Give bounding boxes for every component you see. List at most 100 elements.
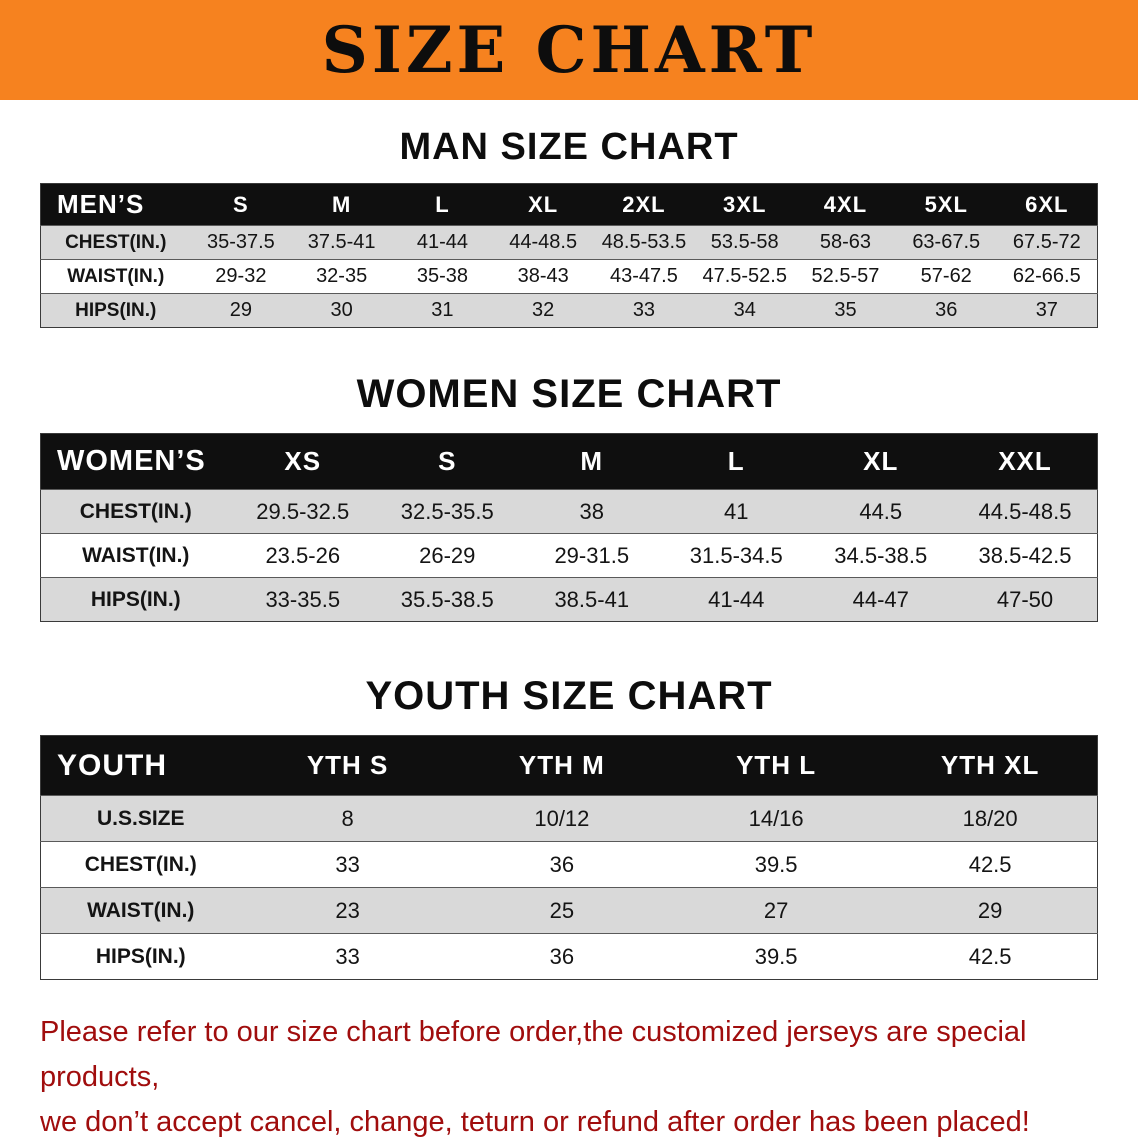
size-value-cell: 67.5-72: [996, 225, 1098, 260]
size-value-cell: 39.5: [669, 841, 884, 888]
size-value-cell: 35-37.5: [190, 225, 292, 260]
size-column-header: M: [291, 183, 393, 226]
size-value-cell: 35-38: [392, 259, 493, 294]
size-column-header: L: [392, 183, 493, 226]
size-value-cell: 37.5-41: [291, 225, 393, 260]
size-value-cell: 36: [454, 933, 669, 980]
men-size-table: MEN’S S M L XL 2XL 3XL 4XL 5XL 6XL CHEST(IN.) 35-37…: [40, 183, 1098, 328]
size-value-cell: 32: [492, 293, 594, 328]
women-size-section: WOMEN SIZE CHART WOMEN’S XS S M L XL XXL CHEST(…: [0, 372, 1138, 622]
size-column-header: XL: [492, 183, 594, 226]
size-value-cell: 27: [669, 887, 884, 934]
size-value-cell: 44.5: [808, 489, 953, 534]
table-row: U.S.SIZE 8 10/12 14/16 18/20: [40, 795, 1098, 842]
size-value-cell: 29: [190, 293, 292, 328]
size-value-cell: 43-47.5: [593, 259, 695, 294]
size-value-cell: 37: [996, 293, 1098, 328]
row-label: WAIST(IN.): [40, 533, 231, 578]
size-value-cell: 39.5: [669, 933, 884, 980]
size-value-cell: 35.5-38.5: [375, 577, 520, 622]
size-value-cell: 44.5-48.5: [953, 489, 1098, 534]
women-size-table: WOMEN’S XS S M L XL XXL CHEST(IN.) 29.5-32.5 32.5…: [40, 433, 1098, 622]
size-column-header: XXL: [953, 433, 1098, 490]
size-value-cell: 31: [392, 293, 493, 328]
size-chart-banner: SIZE CHART: [0, 0, 1138, 100]
size-value-cell: 34.5-38.5: [808, 533, 953, 578]
size-value-cell: 31.5-34.5: [664, 533, 809, 578]
size-column-header: L: [664, 433, 809, 490]
table-row: WAIST(IN.) 29-32 32-35 35-38 38-43 43-47.5 47.…: [40, 259, 1098, 294]
table-row: HIPS(IN.) 33 36 39.5 42.5: [40, 933, 1098, 980]
size-value-cell: 23: [240, 887, 455, 934]
size-column-header: YTH XL: [883, 735, 1098, 796]
size-value-cell: 38.5-41: [519, 577, 664, 622]
youth-chart-heading: YOUTH SIZE CHART: [365, 674, 773, 718]
size-value-cell: 48.5-53.5: [593, 225, 695, 260]
row-label: CHEST(IN.): [40, 225, 191, 260]
size-value-cell: 29: [883, 887, 1098, 934]
youth-size-section: YOUTH SIZE CHART YOUTH YTH S YTH M YTH L YTH…: [0, 674, 1138, 980]
size-value-cell: 33: [240, 841, 455, 888]
table-row: HIPS(IN.) 33-35.5 35.5-38.5 38.5-41 41-44 44-…: [40, 577, 1098, 622]
size-value-cell: 25: [454, 887, 669, 934]
size-column-header: S: [190, 183, 292, 226]
size-value-cell: 42.5: [883, 841, 1098, 888]
disclaimer-line-1: Please refer to our size chart before or…: [40, 1016, 1027, 1093]
size-value-cell: 35: [795, 293, 896, 328]
size-value-cell: 47-50: [953, 577, 1098, 622]
size-column-header: 3XL: [694, 183, 796, 226]
table-row: WAIST(IN.) 23.5-26 26-29 29-31.5 31.5-34.5 34…: [40, 533, 1098, 578]
men-size-section: MAN SIZE CHART MEN’S S M L XL 2XL 3XL 4XL 5XL 6XL…: [0, 126, 1138, 328]
table-title-cell: MEN’S: [40, 183, 191, 226]
size-value-cell: 30: [291, 293, 393, 328]
size-value-cell: 63-67.5: [895, 225, 997, 260]
size-column-header: XS: [230, 433, 375, 490]
size-value-cell: 32-35: [291, 259, 393, 294]
size-value-cell: 33-35.5: [230, 577, 375, 622]
size-value-cell: 42.5: [883, 933, 1098, 980]
table-title-cell: WOMEN’S: [40, 433, 231, 490]
size-value-cell: 14/16: [669, 795, 884, 842]
size-table: WOMEN’S XS S M L XL XXL CHEST(IN.) 29.5-32.5 32.5…: [40, 433, 1098, 622]
size-table: MEN’S S M L XL 2XL 3XL 4XL 5XL 6XL CHEST(IN.) 35-37…: [40, 183, 1098, 328]
table-header-row: YOUTH YTH S YTH M YTH L YTH XL: [40, 735, 1098, 796]
table-row: CHEST(IN.) 35-37.5 37.5-41 41-44 44-48.5 48.5…: [40, 225, 1098, 260]
size-column-header: YTH S: [240, 735, 455, 796]
size-value-cell: 52.5-57: [795, 259, 896, 294]
size-value-cell: 29.5-32.5: [230, 489, 375, 534]
size-value-cell: 53.5-58: [694, 225, 796, 260]
size-value-cell: 18/20: [883, 795, 1098, 842]
size-value-cell: 44-47: [808, 577, 953, 622]
table-header-row: MEN’S S M L XL 2XL 3XL 4XL 5XL 6XL: [40, 183, 1098, 226]
women-chart-heading: WOMEN SIZE CHART: [356, 372, 782, 416]
size-value-cell: 58-63: [795, 225, 896, 260]
disclaimer-note: Please refer to our size chart before or…: [40, 1010, 1098, 1145]
size-value-cell: 8: [240, 795, 455, 842]
size-value-cell: 38.5-42.5: [953, 533, 1098, 578]
row-label: HIPS(IN.): [40, 293, 191, 328]
row-label: WAIST(IN.): [40, 259, 191, 294]
size-value-cell: 41: [664, 489, 809, 534]
table-row: HIPS(IN.) 29 30 31 32 33 34 35 36 37: [40, 293, 1098, 328]
size-column-header: XL: [808, 433, 953, 490]
table-row: CHEST(IN.) 33 36 39.5 42.5: [40, 841, 1098, 888]
size-column-header: YTH M: [454, 735, 669, 796]
men-chart-heading: MAN SIZE CHART: [399, 126, 739, 168]
size-value-cell: 29-31.5: [519, 533, 664, 578]
row-label: HIPS(IN.): [40, 933, 241, 980]
size-value-cell: 10/12: [454, 795, 669, 842]
size-column-header: M: [519, 433, 664, 490]
size-value-cell: 38-43: [492, 259, 594, 294]
row-label: HIPS(IN.): [40, 577, 231, 622]
size-column-header: 4XL: [795, 183, 896, 226]
disclaimer-line-2: we don’t accept cancel, change, teturn o…: [40, 1105, 1030, 1138]
size-column-header: 5XL: [895, 183, 997, 226]
banner-title: SIZE CHART: [321, 12, 817, 88]
size-column-header: S: [375, 433, 520, 490]
size-value-cell: 32.5-35.5: [375, 489, 520, 534]
row-label: CHEST(IN.): [40, 489, 231, 534]
size-value-cell: 38: [519, 489, 664, 534]
row-label: CHEST(IN.): [40, 841, 241, 888]
table-title-cell: YOUTH: [40, 735, 241, 796]
size-value-cell: 36: [454, 841, 669, 888]
